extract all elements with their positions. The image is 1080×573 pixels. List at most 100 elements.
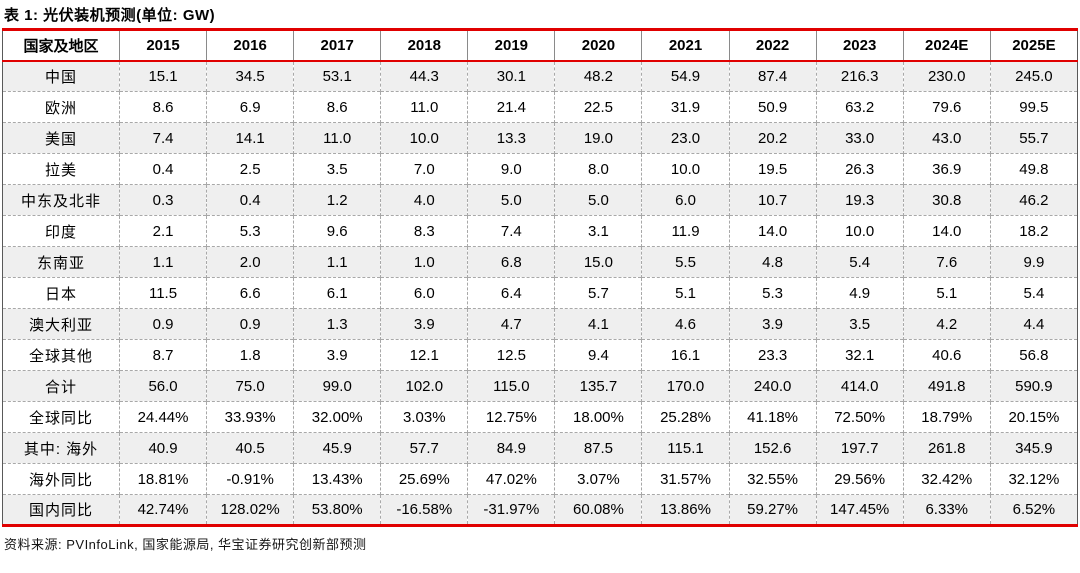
table-cell: 3.5	[815, 308, 904, 340]
table-cell: 12.1	[380, 339, 468, 371]
table-cell: 115.0	[467, 370, 555, 402]
table-cell: 414.0	[815, 370, 904, 402]
table-cell: 16.1	[641, 339, 730, 371]
table-cell: 261.8	[902, 432, 991, 464]
row-label: 印度	[44, 223, 77, 241]
table-cell: 19.3	[815, 184, 904, 216]
table-cell: 3.1	[554, 215, 642, 247]
table-cell: 4.4	[989, 308, 1078, 340]
row-label: 海外同比	[28, 471, 93, 489]
table-cell: 87.5	[554, 432, 642, 464]
table-cell: 23.0	[641, 122, 730, 154]
table-cell: 18.79%	[902, 401, 991, 433]
column-header-year: 2016	[206, 29, 294, 61]
table-cell: 42.74%	[118, 494, 207, 526]
table-cell: 43.0	[902, 122, 991, 154]
table-cell: 59.27%	[728, 494, 817, 526]
table-cell: 12.75%	[467, 401, 555, 433]
header-row: 国家及地区 2015 2016 2017 2018 2019 2020 2021 2022 202…	[2, 29, 1078, 61]
table-cell: 230.0	[902, 60, 991, 92]
table-cell: 47.02%	[467, 463, 555, 495]
table-cell: 15.0	[554, 246, 642, 278]
table-cell: 345.9	[989, 432, 1078, 464]
row-label: 国内同比	[28, 502, 93, 519]
table-cell: 5.1	[641, 277, 730, 309]
table-cell: 3.9	[728, 308, 817, 340]
table-cell: 6.0	[380, 277, 468, 309]
table-cell: 135.7	[554, 370, 642, 402]
table-cell: 5.5	[641, 246, 730, 278]
table-cell: 6.4	[467, 277, 555, 309]
table-cell: 6.52%	[989, 494, 1078, 526]
table-row: 澳大利亚 0.9 0.9 1.3 3.9 4.7 4.1 4.6 3.9 3.5 4.2 4.4	[2, 308, 1078, 340]
source-note: 资料来源: PVInfoLink, 国家能源局, 华宝证券研究创新部预测	[4, 537, 367, 552]
table-cell: 8.7	[118, 339, 207, 371]
table-cell: 32.12%	[989, 463, 1078, 495]
table-cell: 115.1	[641, 432, 730, 464]
table-cell: 45.9	[293, 432, 381, 464]
table-cell: 6.9	[206, 91, 294, 123]
table-cell: 240.0	[728, 370, 817, 402]
table-cell: 4.6	[641, 308, 730, 340]
table-cell: 1.3	[293, 308, 381, 340]
column-header-year: 2018	[380, 29, 468, 61]
table-cell: 57.7	[380, 432, 468, 464]
table-cell: 0.4	[118, 153, 207, 185]
table-cell: 40.6	[902, 339, 991, 371]
table-cell: 18.00%	[554, 401, 642, 433]
table-cell: 3.03%	[380, 401, 468, 433]
table-cell: 14.0	[902, 215, 991, 247]
row-label: 中国	[44, 68, 77, 86]
table-cell: 14.1	[206, 122, 294, 154]
table-cell: 2.0	[206, 246, 294, 278]
table-cell: 3.5	[293, 153, 381, 185]
table-cell: 33.93%	[206, 401, 294, 433]
table-cell: 7.4	[467, 215, 555, 247]
table-cell: 72.50%	[815, 401, 904, 433]
column-header-year: 2025E	[989, 29, 1078, 61]
table-cell: 3.07%	[554, 463, 642, 495]
table-cell: 53.80%	[293, 494, 381, 526]
table-cell: 491.8	[902, 370, 991, 402]
table-cell: 11.0	[380, 91, 468, 123]
table-cell: 23.3	[728, 339, 817, 371]
table-cell: 31.9	[641, 91, 730, 123]
table-cell: 8.0	[554, 153, 642, 185]
table-row: 拉美 0.4 2.5 3.5 7.0 9.0 8.0 10.0 19.5 26.3 36.9 49.8	[2, 153, 1078, 185]
table-cell: 26.3	[815, 153, 904, 185]
table-cell: 245.0	[989, 60, 1078, 92]
table-cell: 1.0	[380, 246, 468, 278]
table-cell: 20.2	[728, 122, 817, 154]
row-label: 全球其他	[28, 347, 93, 365]
table-cell: 75.0	[206, 370, 294, 402]
table-cell: 18.81%	[118, 463, 207, 495]
table-cell: 53.1	[293, 60, 381, 92]
table-cell: 7.4	[118, 122, 207, 154]
row-label: 东南亚	[36, 254, 85, 272]
pv-forecast-table: 国家及地区 2015 2016 2017 2018 2019 2020 2021 2022 202…	[2, 28, 1078, 527]
row-label: 合计	[44, 378, 77, 396]
table-row: 欧洲 8.6 6.9 8.6 11.0 21.4 22.5 31.9 50.9 63.2 79.6 9…	[2, 91, 1078, 123]
table-cell: 9.6	[293, 215, 381, 247]
table-cell: 128.02%	[206, 494, 294, 526]
table-cell: 5.7	[554, 277, 642, 309]
table-cell: 11.0	[293, 122, 381, 154]
table-cell: 5.0	[467, 184, 555, 216]
table-cell: 46.2	[989, 184, 1078, 216]
table-cell: 25.28%	[641, 401, 730, 433]
table-cell: 197.7	[815, 432, 904, 464]
table-cell: 0.4	[206, 184, 294, 216]
column-header-year: 2015	[118, 29, 207, 61]
table-row: 印度 2.1 5.3 9.6 8.3 7.4 3.1 11.9 14.0 10.0 14.0 18.2	[2, 215, 1078, 247]
table-cell: 6.6	[206, 277, 294, 309]
column-header-year: 2024E	[902, 29, 991, 61]
table-cell: 60.08%	[554, 494, 642, 526]
table-cell: 1.1	[118, 246, 207, 278]
row-label: 欧洲	[44, 99, 77, 117]
table-cell: 5.3	[206, 215, 294, 247]
table-cell: -31.97%	[467, 494, 555, 526]
table-cell: 56.8	[989, 339, 1078, 371]
table-row: 全球同比 24.44% 33.93% 32.00% 3.03% 12.75% 18.00% 2…	[2, 401, 1078, 433]
table-cell: 5.3	[728, 277, 817, 309]
table-cell: 32.42%	[902, 463, 991, 495]
